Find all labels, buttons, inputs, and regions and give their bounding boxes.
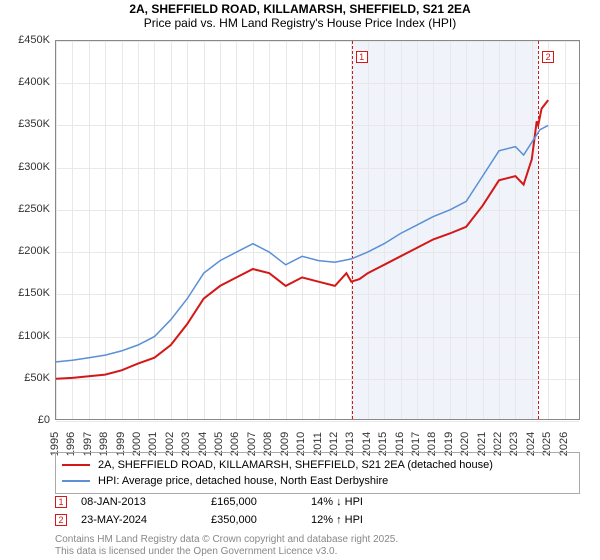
trade-row: 1 08-JAN-2013£165,00014% ↓ HPI: [55, 493, 580, 511]
y-axis-label: £300K: [18, 161, 50, 173]
y-axis-label: £350K: [18, 118, 50, 130]
trade-row-marker: 2: [55, 514, 67, 526]
legend-label: HPI: Average price, detached house, Nort…: [98, 475, 388, 487]
series-line-price_paid: [56, 100, 548, 379]
y-axis-label: £400K: [18, 76, 50, 88]
footer-line-1: Contains HM Land Registry data © Crown c…: [55, 534, 398, 546]
trade-price: £165,000: [211, 496, 311, 508]
trades-table: 1 08-JAN-2013£165,00014% ↓ HPI 2 23-MAY-202…: [55, 493, 580, 529]
trade-date: 08-JAN-2013: [81, 496, 211, 508]
legend-label: 2A, SHEFFIELD ROAD, KILLAMARSH, SHEFFIEL…: [98, 459, 493, 471]
y-axis-label: £150K: [18, 287, 50, 299]
chart-title: 2A, SHEFFIELD ROAD, KILLAMARSH, SHEFFIEL…: [0, 0, 600, 16]
legend-box: 2A, SHEFFIELD ROAD, KILLAMARSH, SHEFFIEL…: [55, 452, 580, 494]
chart-container: 12 £0£50K£100K£150K£200K£250K£300K£350K£…: [55, 40, 580, 420]
trade-row: 2 23-MAY-2024£350,00012% ↑ HPI: [55, 511, 580, 529]
y-axis-label: £200K: [18, 245, 50, 257]
trade-price: £350,000: [211, 514, 311, 526]
legend-swatch: [62, 480, 90, 482]
plot-area: 12: [55, 40, 580, 420]
trade-date: 23-MAY-2024: [81, 514, 211, 526]
trade-delta: 14% ↓ HPI: [311, 496, 431, 508]
gridline-h: [56, 421, 579, 422]
footer-attribution: Contains HM Land Registry data © Crown c…: [55, 534, 398, 558]
series-svg: [56, 41, 581, 421]
y-axis-label: £50K: [24, 372, 50, 384]
y-axis-label: £250K: [18, 203, 50, 215]
legend-row: 2A, SHEFFIELD ROAD, KILLAMARSH, SHEFFIEL…: [62, 457, 573, 473]
y-axis-label: £100K: [18, 330, 50, 342]
y-axis-label: £0: [38, 414, 50, 426]
chart-subtitle: Price paid vs. HM Land Registry's House …: [0, 16, 600, 32]
legend-row: HPI: Average price, detached house, Nort…: [62, 473, 573, 489]
trade-row-marker: 1: [55, 496, 67, 508]
y-axis-label: £450K: [18, 34, 50, 46]
series-line-hpi: [56, 125, 548, 362]
legend-swatch: [62, 464, 90, 466]
footer-line-2: This data is licensed under the Open Gov…: [55, 546, 398, 558]
trade-delta: 12% ↑ HPI: [311, 514, 431, 526]
